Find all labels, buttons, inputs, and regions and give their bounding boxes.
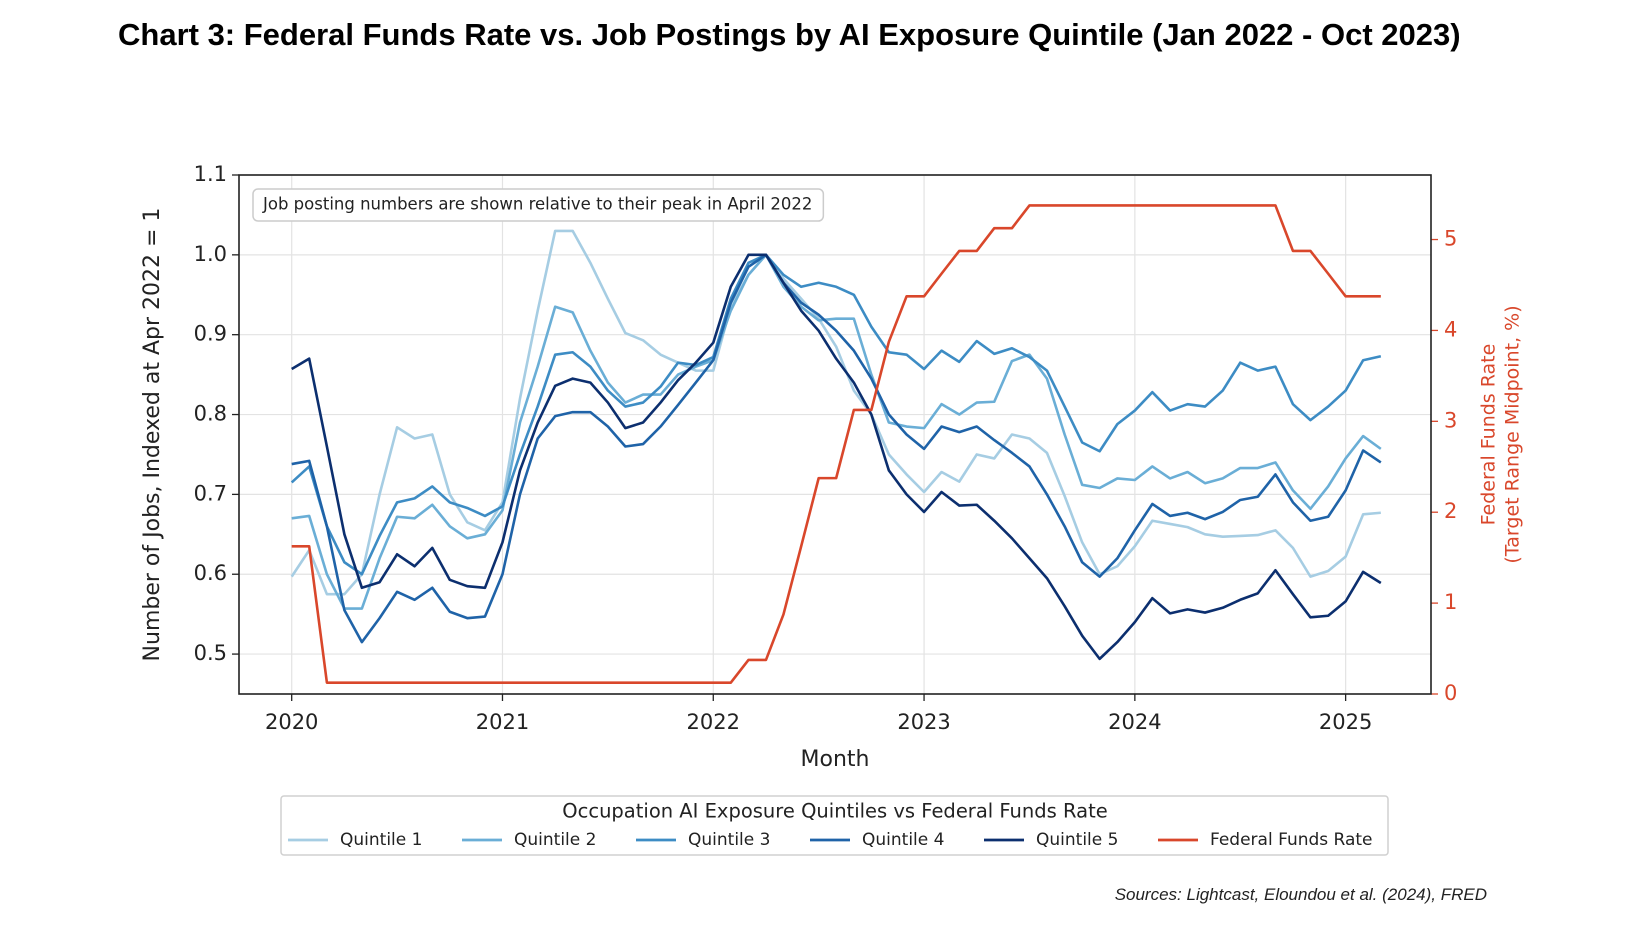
y-tick-label: 0.5 (194, 641, 227, 665)
legend-label: Quintile 3 (688, 830, 770, 850)
series-line (291, 253, 1382, 644)
y2-axis-label: Federal Funds Rate (1478, 344, 1500, 526)
y-axis-label: Number of Jobs, Indexed at Apr 2022 = 1 (140, 208, 165, 662)
legend-label: Quintile 4 (862, 830, 944, 850)
x-tick-label: 2025 (1319, 710, 1372, 734)
y2-tick-label: 4 (1444, 317, 1457, 341)
series-line (290, 253, 1382, 576)
y2-tick-label: 5 (1444, 227, 1457, 251)
annotation: Job posting numbers are shown relative t… (252, 188, 825, 222)
legend-label: Quintile 1 (340, 830, 422, 850)
series-line (291, 204, 1381, 684)
legend-label: Quintile 2 (514, 830, 596, 850)
y-tick-label: 0.7 (194, 481, 227, 505)
y-tick-label: 1.1 (194, 162, 227, 186)
y-tick-label: 0.6 (194, 561, 227, 585)
x-tick-label: 2021 (476, 710, 529, 734)
legend: Occupation AI Exposure Quintiles vs Fede… (280, 795, 1389, 856)
legend-title: Occupation AI Exposure Quintiles vs Fede… (562, 800, 1107, 823)
y2-tick-label: 1 (1444, 590, 1457, 614)
legend-label: Quintile 5 (1036, 830, 1118, 850)
x-tick-label: 2020 (265, 710, 318, 734)
x-tick-label: 2023 (897, 710, 950, 734)
y2-tick-label: 0 (1444, 681, 1457, 705)
y2-tick-label: 2 (1444, 499, 1457, 523)
y2-axis-label: (Target Range Midpoint, %) (1502, 305, 1524, 563)
plot-frame (238, 174, 1432, 695)
series-line (290, 229, 1381, 596)
x-tick-label: 2024 (1108, 710, 1161, 734)
annotation-text: Job posting numbers are shown relative t… (262, 195, 812, 214)
y-tick-label: 0.9 (194, 322, 227, 346)
y-tick-label: 0.8 (194, 402, 227, 426)
series-line (291, 253, 1382, 610)
x-axis-label: Month (801, 747, 870, 772)
legend-label: Federal Funds Rate (1210, 830, 1373, 850)
source-note: Sources: Lightcast, Eloundou et al. (202… (1114, 885, 1487, 904)
chart-title: Chart 3: Federal Funds Rate vs. Job Post… (118, 17, 1461, 52)
y-tick-label: 1.0 (194, 242, 227, 266)
series-line (291, 253, 1382, 661)
annotation-box (252, 188, 825, 222)
x-tick-label: 2022 (687, 710, 740, 734)
legend-box (280, 795, 1389, 856)
y2-tick-label: 3 (1444, 408, 1457, 432)
